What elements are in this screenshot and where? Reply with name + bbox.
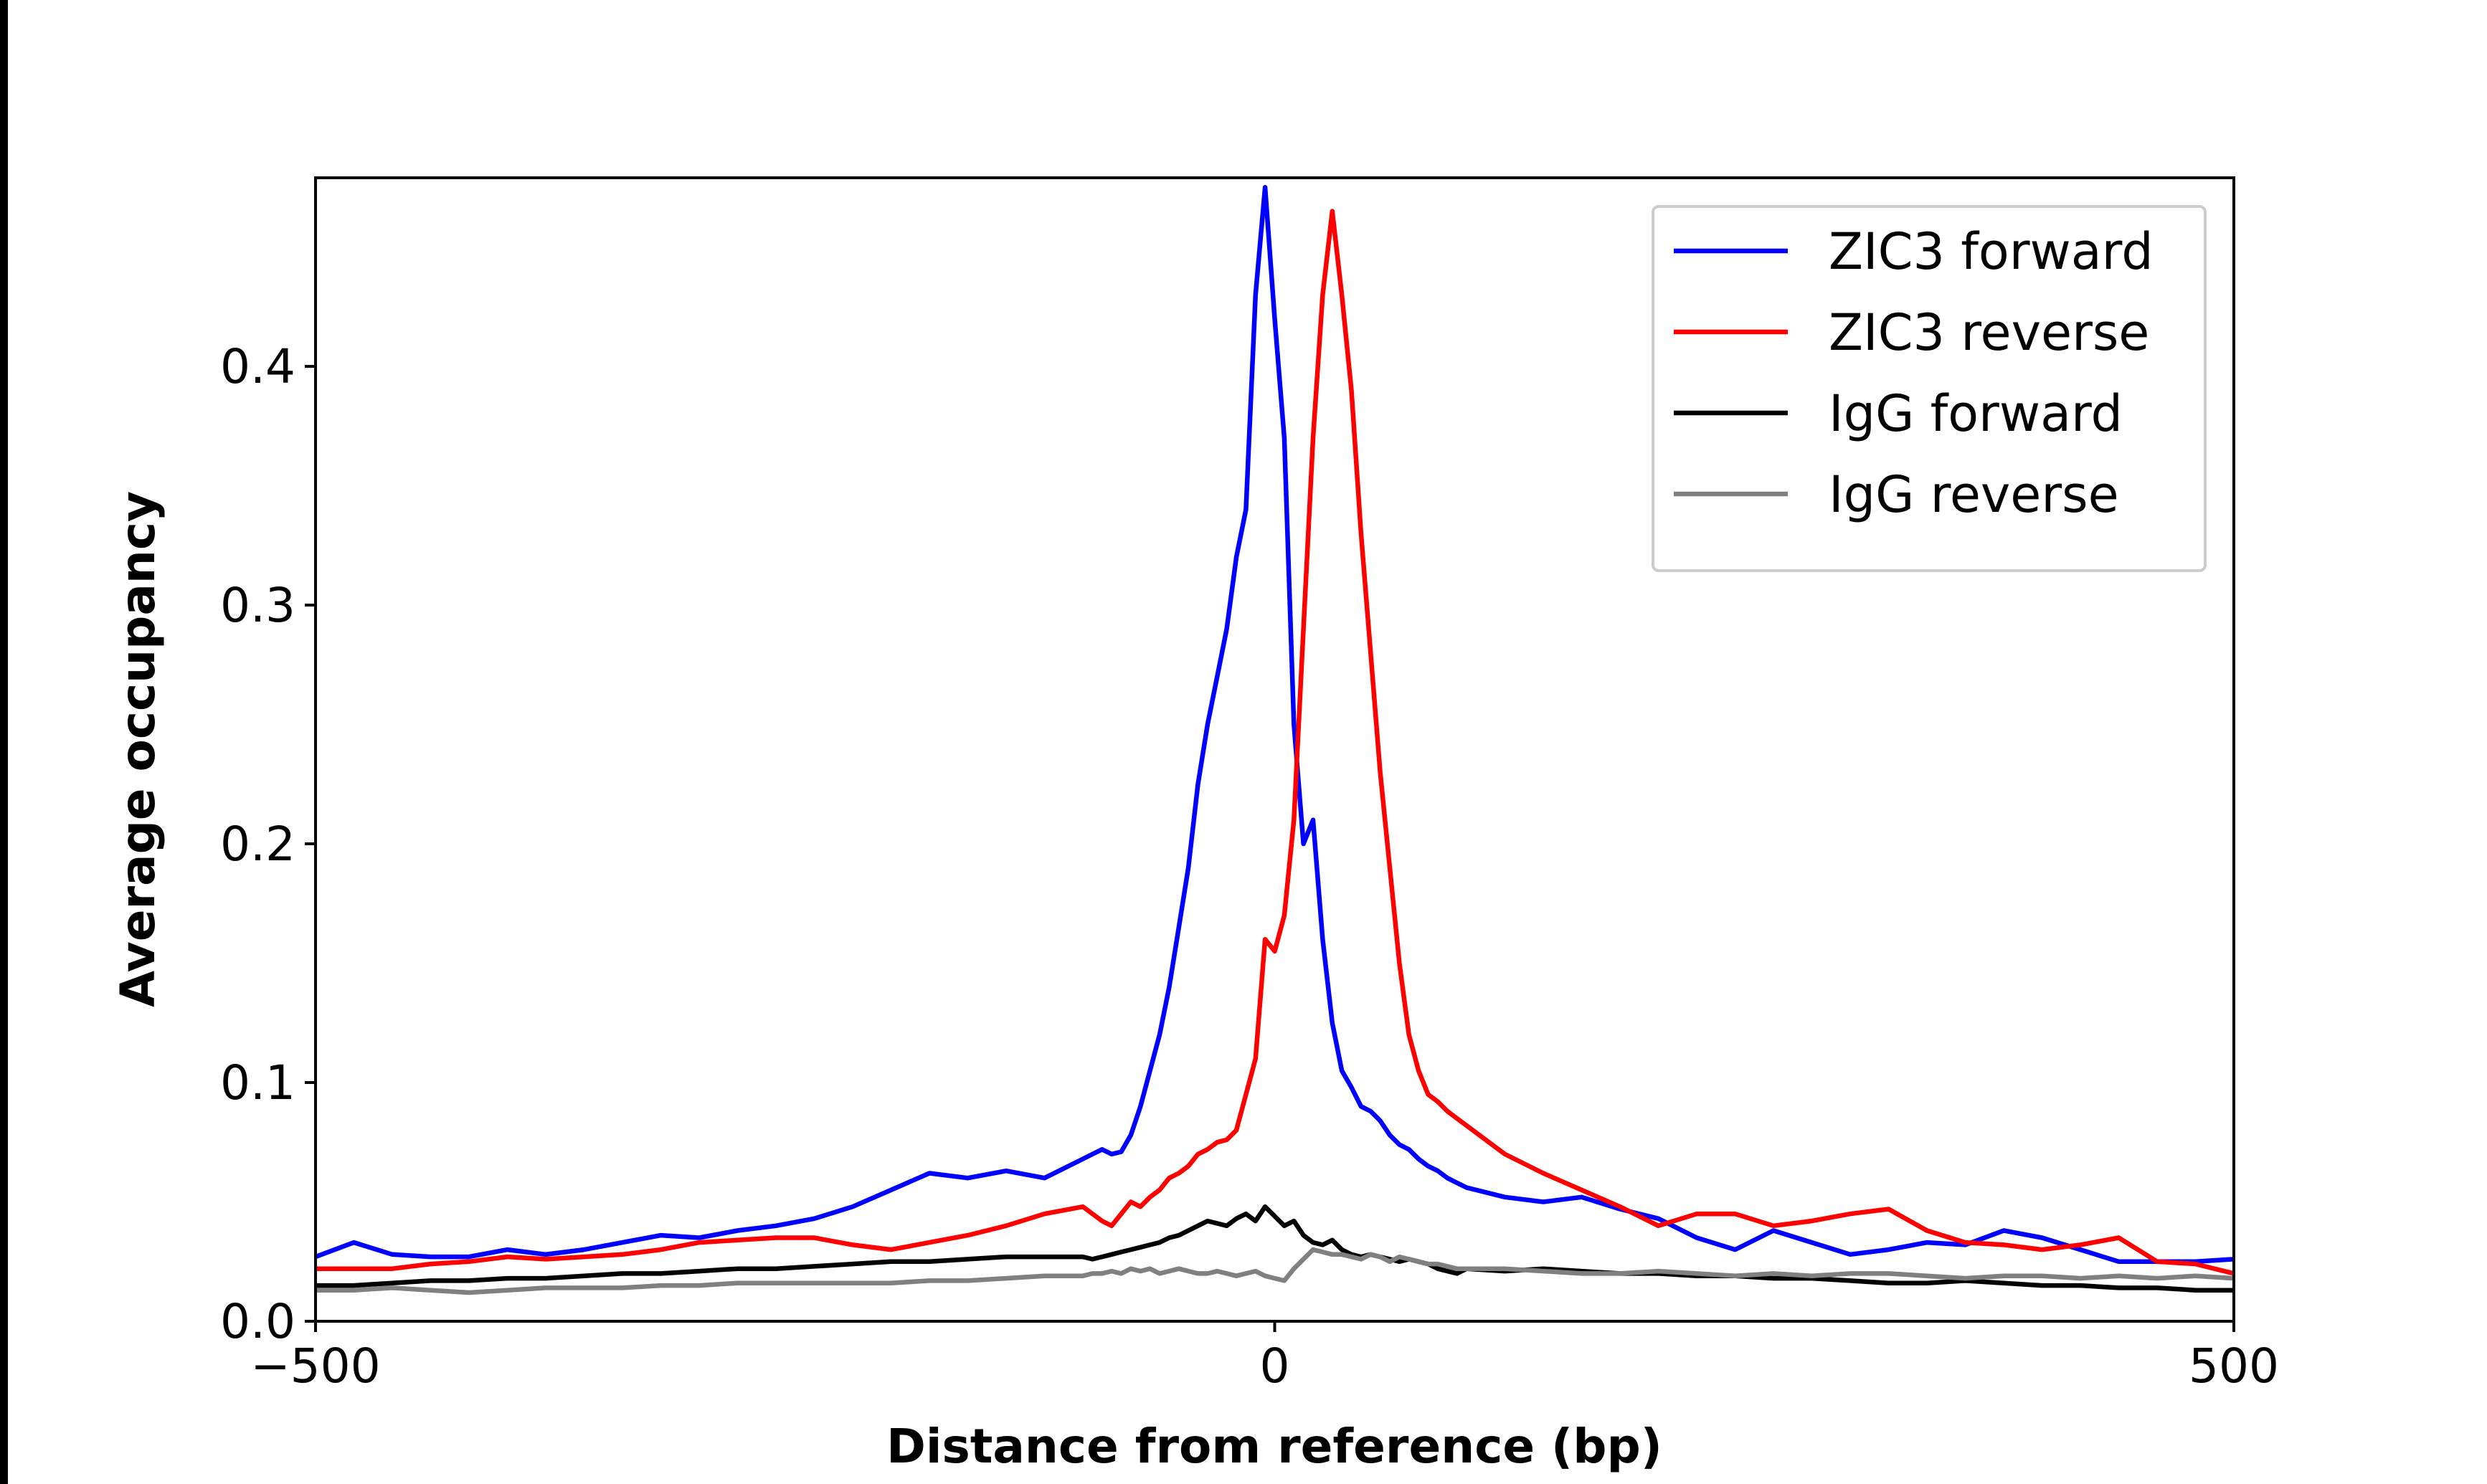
legend-label: ZIC3 forward: [1829, 222, 2154, 281]
y-tick-label: 0.1: [220, 1055, 295, 1110]
data-line: [316, 185, 2234, 1265]
y-tick-label: 0.4: [220, 339, 295, 394]
legend-label: IgG reverse: [1829, 465, 2119, 524]
data-line: [316, 1247, 2234, 1295]
legend-label: ZIC3 reverse: [1829, 303, 2149, 362]
x-tick-label: −500: [250, 1338, 380, 1394]
y-axis-label: Average occupancy: [110, 491, 166, 1007]
y-tick-label: 0.0: [220, 1294, 295, 1349]
x-axis-label: Distance from reference (bp): [886, 1419, 1662, 1474]
y-tick-label: 0.3: [220, 578, 295, 633]
data-line: [316, 209, 2234, 1276]
x-tick-label: 500: [2189, 1338, 2279, 1394]
legend-box: [1652, 205, 2207, 572]
left-edge: [0, 0, 8, 1484]
y-tick-label: 0.2: [220, 817, 295, 872]
legend-label: IgG forward: [1829, 384, 2123, 443]
x-tick-label: 0: [1260, 1338, 1290, 1394]
